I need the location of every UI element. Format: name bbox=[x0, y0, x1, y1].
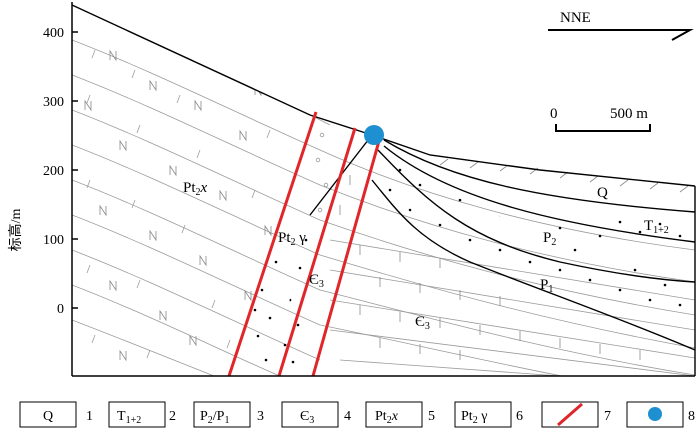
legend-box-4: Є3 bbox=[300, 409, 314, 426]
y-tick-100: 100 bbox=[43, 233, 64, 248]
p-stipple bbox=[388, 168, 682, 307]
legend-box-3: P2/P1 bbox=[200, 409, 229, 426]
faults bbox=[227, 111, 381, 377]
legend-num-6: 6 bbox=[516, 409, 523, 424]
e3-brick-marks bbox=[339, 175, 641, 360]
orientation-arrow: NNE bbox=[548, 10, 694, 41]
pt2x-dyke-dots bbox=[253, 260, 278, 362]
fault-line-1 bbox=[227, 111, 318, 377]
fault-line-2 bbox=[277, 127, 357, 377]
legend-box-2: T1+2 bbox=[117, 409, 141, 426]
legend: Q 1 T1+2 2 P2/P1 3 Є3 4 Pt2x 5 Pt2 γ 6 bbox=[19, 401, 695, 428]
drill-point-marker bbox=[364, 125, 384, 145]
red-fault-line-icon bbox=[557, 402, 583, 427]
label-q: Q bbox=[597, 185, 608, 201]
contact-q-base bbox=[383, 139, 696, 213]
contact-p1-base bbox=[371, 179, 696, 351]
orientation-label: NNE bbox=[560, 10, 591, 26]
label-pt2g: Pt2 γ bbox=[278, 230, 306, 248]
legend-num-3: 3 bbox=[257, 409, 264, 424]
legend-box-6: Pt2 γ bbox=[461, 409, 487, 426]
legend-num-4: 4 bbox=[344, 409, 351, 424]
label-e3-lower: Є3 bbox=[415, 314, 430, 332]
y-tick-300: 300 bbox=[43, 95, 64, 110]
t12-stipple bbox=[558, 220, 682, 238]
label-p2: P2 bbox=[543, 230, 556, 248]
pt2x-hatch bbox=[84, 49, 272, 362]
scale-label: 500 m bbox=[610, 106, 648, 122]
legend-num-1: 1 bbox=[86, 409, 93, 424]
fault-line-3 bbox=[311, 140, 381, 377]
y-axis: 400 300 200 100 0 标高/m bbox=[7, 2, 78, 376]
legend-num-8: 8 bbox=[688, 409, 695, 424]
dyke-fill bbox=[283, 132, 329, 364]
contact-p2-base bbox=[377, 149, 696, 283]
bedding-lines bbox=[72, 17, 695, 376]
y-tick-200: 200 bbox=[43, 164, 64, 179]
blue-dot-icon bbox=[648, 407, 662, 421]
label-p1: P1 bbox=[540, 277, 553, 295]
q-hatch bbox=[439, 158, 689, 193]
scale-zero: 0 bbox=[550, 106, 558, 122]
legend-box-5: Pt2x bbox=[375, 409, 399, 426]
y-tick-0: 0 bbox=[57, 302, 64, 317]
pt2x-ticks bbox=[86, 49, 271, 359]
label-t12: T1+2 bbox=[644, 218, 669, 236]
topography-line bbox=[71, 4, 696, 187]
label-pt2x: Pt2x bbox=[183, 180, 208, 198]
legend-box-1: Q bbox=[43, 409, 53, 424]
scale-bar: 0 500 m bbox=[550, 106, 651, 132]
legend-num-5: 5 bbox=[428, 409, 435, 424]
label-e3-upper: Є3 bbox=[309, 272, 324, 290]
legend-num-2: 2 bbox=[169, 409, 176, 424]
contact-t12-base bbox=[383, 145, 696, 243]
y-axis-label: 标高/m bbox=[7, 209, 24, 252]
legend-num-7: 7 bbox=[604, 409, 611, 424]
y-tick-400: 400 bbox=[43, 26, 64, 41]
